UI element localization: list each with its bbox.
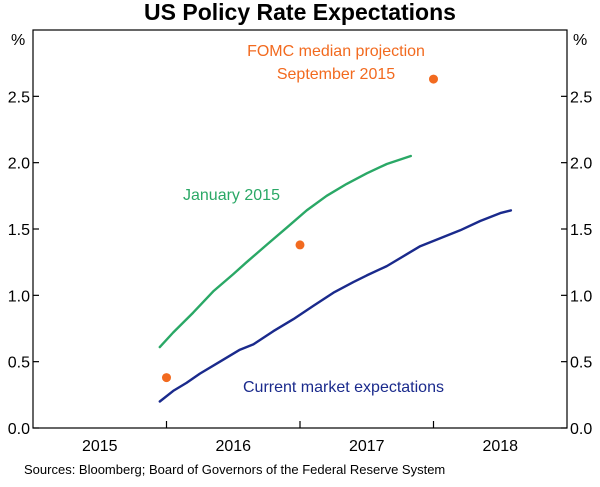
y-tick-label-right-4: 2.0 [570,156,592,173]
y-tick-label-left-3: 1.5 [8,222,30,239]
series-line-0 [158,154,412,349]
series-lines [158,154,513,403]
fomc-point-2 [429,74,438,84]
label-fomc-line2: September 2015 [277,66,395,83]
year-dividers [165,421,435,428]
label-fomc-line1: FOMC median projection [247,43,425,60]
y-tick-label-left-1: 0.5 [8,355,30,372]
y-unit-right: % [573,32,587,49]
fomc-point-1 [295,240,305,250]
y-tick-label-right-2: 1.0 [570,288,592,305]
y-tick-label-right-5: 2.5 [570,89,592,106]
y-tick-label-left-0: 0.0 [8,421,30,438]
y-tick-label-left-2: 1.0 [8,288,30,305]
y-unit-left: % [11,32,25,49]
fomc-point-0 [162,373,171,383]
fomc-points [162,74,438,383]
x-tick-label-2018: 2018 [482,438,518,455]
y-axis: 0.0 0.0 0.5 0.5 1.0 1.0 1.5 1.5 2.0 2.0 2.5 2.5 [8,89,593,438]
label-january-2015: January 2015 [183,187,280,204]
x-tick-label-2017: 2017 [349,438,385,455]
plot-frame [32,29,568,429]
source-note: Sources: Bloomberg; Board of Governors o… [24,462,445,477]
x-tick-label-2015: 2015 [82,438,118,455]
y-tick-label-left-5: 2.5 [8,89,30,106]
y-tick-label-right-3: 1.5 [570,222,592,239]
label-current-market-expectations: Current market expectations [243,379,444,396]
x-axis: 2015 2016 2017 2018 [82,438,518,455]
x-tick-label-2016: 2016 [215,438,251,455]
y-tick-label-right-0: 0.0 [570,421,592,438]
y-tick-label-right-1: 0.5 [570,355,592,372]
chart-title: US Policy Rate Expectations [144,0,456,25]
y-tick-label-left-4: 2.0 [8,156,30,173]
series-line-1 [158,209,513,403]
